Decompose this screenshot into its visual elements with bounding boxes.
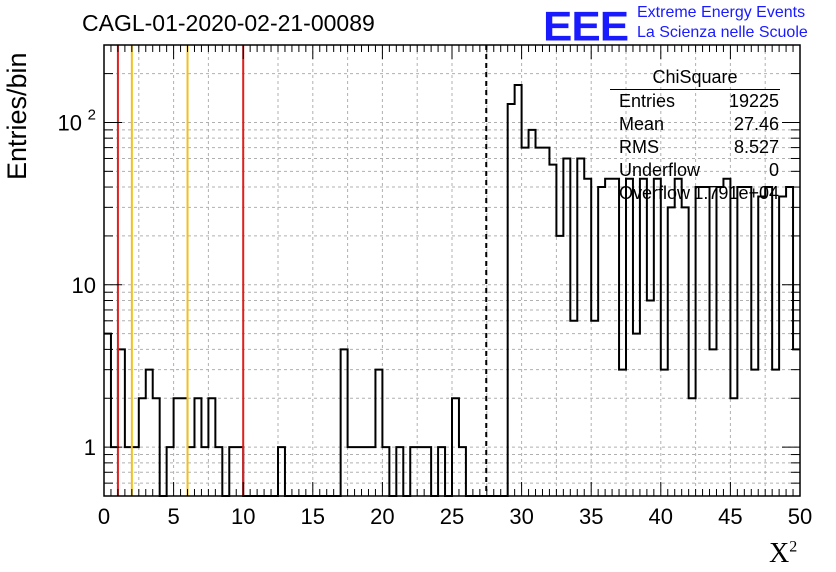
histogram-bin: [577, 158, 584, 496]
histogram-bin: [751, 370, 758, 496]
histogram-bin: [716, 187, 723, 496]
stats-box: ChiSquare Entries 19225 Mean 27.46 RMS 8.52…: [610, 67, 796, 205]
histogram-bin: [723, 179, 730, 496]
logo-line-1: Extreme Energy Events: [637, 4, 806, 21]
histogram-bin: [522, 148, 529, 496]
histogram-bin: [633, 334, 640, 496]
histogram-bin: [584, 179, 591, 496]
histogram-bin: [626, 179, 633, 496]
x-tick-label: 30: [509, 504, 533, 529]
histogram-bin: [375, 370, 382, 496]
histogram-bin: [612, 179, 619, 496]
x-tick-label: 15: [301, 504, 325, 529]
y-tick-label: 10: [72, 273, 96, 298]
histogram-bin: [570, 321, 577, 496]
stats-name: ChiSquare: [610, 67, 780, 90]
stats-row-entries: Entries 19225: [619, 91, 779, 111]
y-axis-label: Entries/bin: [2, 52, 32, 180]
histogram-bin: [737, 187, 744, 496]
histogram-bin: [765, 187, 772, 496]
histogram-bin: [515, 85, 522, 496]
histogram-bin: [536, 148, 543, 496]
histogram-bin: [508, 104, 515, 496]
x-tick-label: 50: [788, 504, 812, 529]
histogram-bin: [118, 349, 125, 496]
x-tick-label: 25: [440, 504, 464, 529]
histogram-bin: [772, 370, 779, 496]
eee-logo: EEE: [543, 3, 629, 50]
y-tick-label: 1: [84, 435, 96, 460]
stats-row-mean: Mean 27.46: [619, 114, 779, 134]
histogram-bin: [758, 196, 765, 496]
histogram-bin: [619, 370, 626, 496]
stats-row-overflow: Overflow 1.791e+04: [619, 183, 779, 203]
histogram-bin: [529, 130, 536, 496]
histogram-bin: [146, 370, 153, 496]
x-axis-label: X2: [769, 538, 798, 569]
histogram-bin: [640, 179, 647, 496]
histogram-bin: [654, 179, 661, 496]
x-tick-label: 45: [718, 504, 742, 529]
histogram-bin: [598, 187, 605, 496]
histogram-bin: [675, 179, 682, 496]
histogram-bin: [605, 179, 612, 496]
histogram-bin: [696, 187, 703, 496]
histogram-bin: [710, 349, 717, 496]
histogram-bin: [341, 349, 348, 496]
histogram-bin: [661, 370, 668, 496]
y-tick-label: 10: [58, 110, 82, 135]
chart-title: CAGL-01-2020-02-21-00089: [82, 10, 375, 36]
y-tick-label-exponent: 2: [88, 106, 96, 123]
histogram-bin: [668, 207, 675, 496]
histogram-bin: [563, 158, 570, 496]
histogram-bin: [591, 321, 598, 496]
x-tick-label: 5: [167, 504, 179, 529]
x-tick-label: 10: [231, 504, 255, 529]
x-tick-label: 20: [370, 504, 394, 529]
histogram-bin: [703, 187, 710, 496]
logo-line-2: La Scienza nelle Scuole: [637, 24, 808, 41]
histogram-bin: [793, 349, 800, 496]
histogram-bin: [786, 187, 793, 496]
histogram-bin: [556, 236, 563, 496]
histogram-bin: [549, 165, 556, 496]
histogram-bin: [682, 207, 689, 496]
histogram-bin: [104, 334, 111, 496]
histogram-bin: [542, 148, 549, 496]
stats-row-rms: RMS 8.527: [619, 137, 779, 157]
stats-row-underflow: Underflow 0: [619, 160, 779, 180]
x-tick-label: 35: [579, 504, 603, 529]
x-tick-label: 0: [98, 504, 110, 529]
histogram-bin: [744, 187, 751, 496]
histogram-bin: [779, 196, 786, 496]
x-tick-label: 40: [649, 504, 673, 529]
